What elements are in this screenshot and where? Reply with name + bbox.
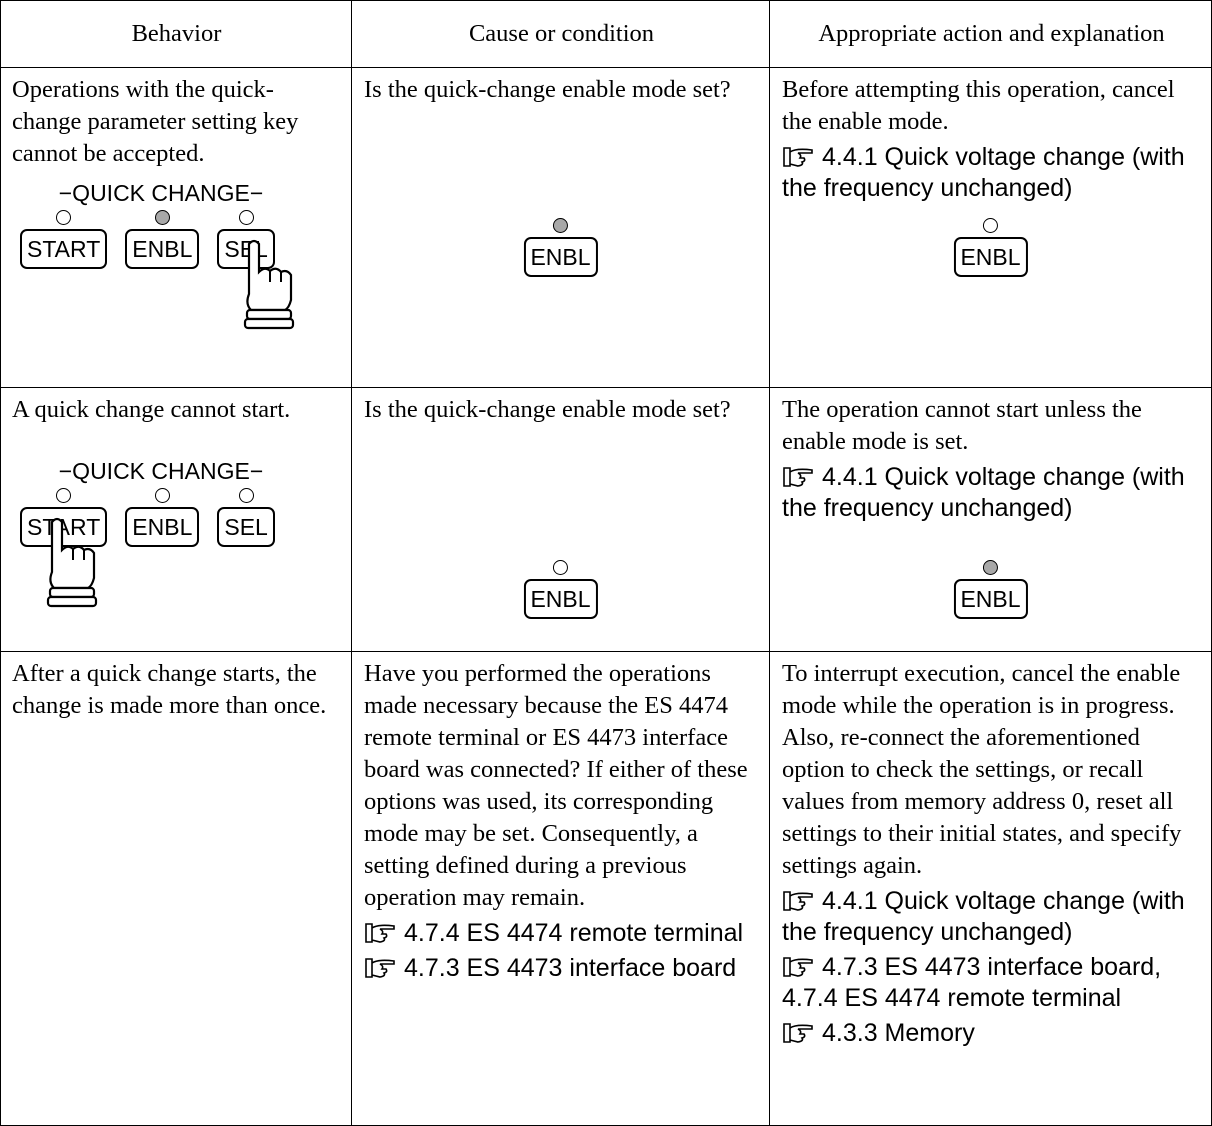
button-group: ENBL — [125, 208, 200, 269]
reference-text: 4.7.3 ES 4473 interface board — [404, 954, 737, 982]
indicator-led — [238, 210, 254, 225]
reference-text: 4.3.3 Memory — [822, 1019, 975, 1047]
table-cell: Operations with the quick-change paramet… — [0, 68, 352, 388]
cell-text: Also, re-connect the aforementioned opti… — [782, 724, 1182, 879]
indicator-led — [238, 488, 254, 503]
cell-text: To interrupt execution, cancel the enabl… — [782, 660, 1181, 719]
reference-icon — [783, 1023, 813, 1043]
cell-text: Before attempting this operation, cancel… — [782, 76, 1175, 135]
header-cell: Behavior — [0, 0, 352, 68]
cell-text: Have you performed the operations made n… — [364, 660, 748, 911]
panel-buttons: START ENBL SEL — [20, 486, 302, 608]
reference-icon — [783, 891, 813, 911]
table-cell: To interrupt execution, cancel the enabl… — [770, 652, 1212, 1126]
reference: 4.3.3 Memory — [782, 1018, 1201, 1049]
pressing-hand — [244, 239, 295, 330]
cell-text: Operations with the quick-change paramet… — [12, 76, 299, 167]
reference-icon — [783, 467, 813, 487]
reference-text: 4.4.1 Quick voltage change (with the fre… — [782, 143, 1185, 202]
reference: 4.4.1 Quick voltage change (with the fre… — [782, 886, 1201, 948]
reference-icon — [365, 923, 395, 943]
reference-icon — [783, 957, 813, 977]
reference-text: 4.4.1 Quick voltage change (with the fre… — [782, 463, 1185, 522]
cell-text: Is the quick-change enable mode set? — [364, 396, 731, 423]
button-group: ENBL — [125, 486, 200, 547]
key-button: ENBL — [523, 579, 598, 619]
panel-buttons: START ENBL SEL — [20, 208, 302, 330]
reference: 4.4.1 Quick voltage change (with the fre… — [782, 142, 1201, 204]
key-button: ENBL — [523, 237, 598, 277]
indicator-led — [553, 218, 568, 233]
indicator-led — [56, 210, 72, 225]
key-indicator: ENBL — [953, 216, 1028, 277]
indicator-led — [553, 560, 568, 575]
reference-text: 4.7.3 ES 4473 interface board, 4.7.4 ES … — [782, 953, 1162, 1012]
table-cell: The operation cannot start unless the en… — [770, 388, 1212, 652]
reference: 4.7.4 ES 4474 remote terminal — [364, 918, 759, 949]
reference: 4.7.3 ES 4473 interface board — [364, 953, 759, 984]
panel-button: START — [20, 229, 108, 269]
quick-change-panel: −QUICK CHANGE− START ENBL SEL — [20, 178, 302, 330]
table-cell: A quick change cannot start. −QUICK CHANG… — [0, 388, 352, 652]
button-group: SEL — [217, 486, 275, 547]
panel-button: ENBL — [125, 229, 200, 269]
reference-text: 4.7.4 ES 4474 remote terminal — [404, 919, 744, 947]
button-group: START — [20, 208, 108, 269]
key-indicator: ENBL — [523, 558, 598, 619]
panel-title: −QUICK CHANGE− — [58, 458, 264, 484]
reference-icon — [783, 147, 813, 167]
button-group: START — [20, 486, 108, 608]
reference: 4.4.1 Quick voltage change (with the fre… — [782, 462, 1201, 524]
indicator-led — [983, 560, 998, 575]
quick-change-panel: −QUICK CHANGE− START ENBL SEL — [20, 456, 302, 608]
reference-icon — [365, 958, 395, 978]
cell-text: A quick change cannot start. — [12, 396, 291, 423]
panel-title: −QUICK CHANGE− — [58, 180, 264, 206]
pressing-hand — [46, 517, 98, 608]
table-cell: Is the quick-change enable mode set? ENBL — [352, 68, 770, 388]
indicator-led — [983, 218, 998, 233]
panel-button: ENBL — [125, 507, 200, 547]
key-indicator: ENBL — [953, 558, 1028, 619]
key-indicator: ENBL — [523, 216, 598, 277]
key-button: ENBL — [953, 237, 1028, 277]
panel-button: START — [20, 507, 108, 547]
indicator-led — [154, 488, 170, 503]
panel-button: SEL — [217, 507, 275, 547]
panel-button: SEL — [217, 229, 275, 269]
indicator-led — [56, 488, 72, 503]
key-button: ENBL — [953, 579, 1028, 619]
cell-text: After a quick change starts, the change … — [12, 660, 327, 719]
table-cell: Is the quick-change enable mode set? ENBL — [352, 388, 770, 652]
table-cell: Have you performed the operations made n… — [352, 652, 770, 1126]
cell-text: The operation cannot start unless the en… — [782, 396, 1142, 455]
cell-text: Is the quick-change enable mode set? — [364, 76, 731, 103]
reference-text: 4.4.1 Quick voltage change (with the fre… — [782, 887, 1185, 946]
table-cell: After a quick change starts, the change … — [0, 652, 352, 1126]
button-group: SEL — [217, 208, 295, 330]
reference: 4.7.3 ES 4473 interface board, 4.7.4 ES … — [782, 952, 1201, 1014]
header-cell: Appropriate action and explanation — [770, 0, 1212, 68]
table-cell: Before attempting this operation, cancel… — [770, 68, 1212, 388]
header-cell: Cause or condition — [352, 0, 770, 68]
indicator-led — [154, 210, 170, 225]
